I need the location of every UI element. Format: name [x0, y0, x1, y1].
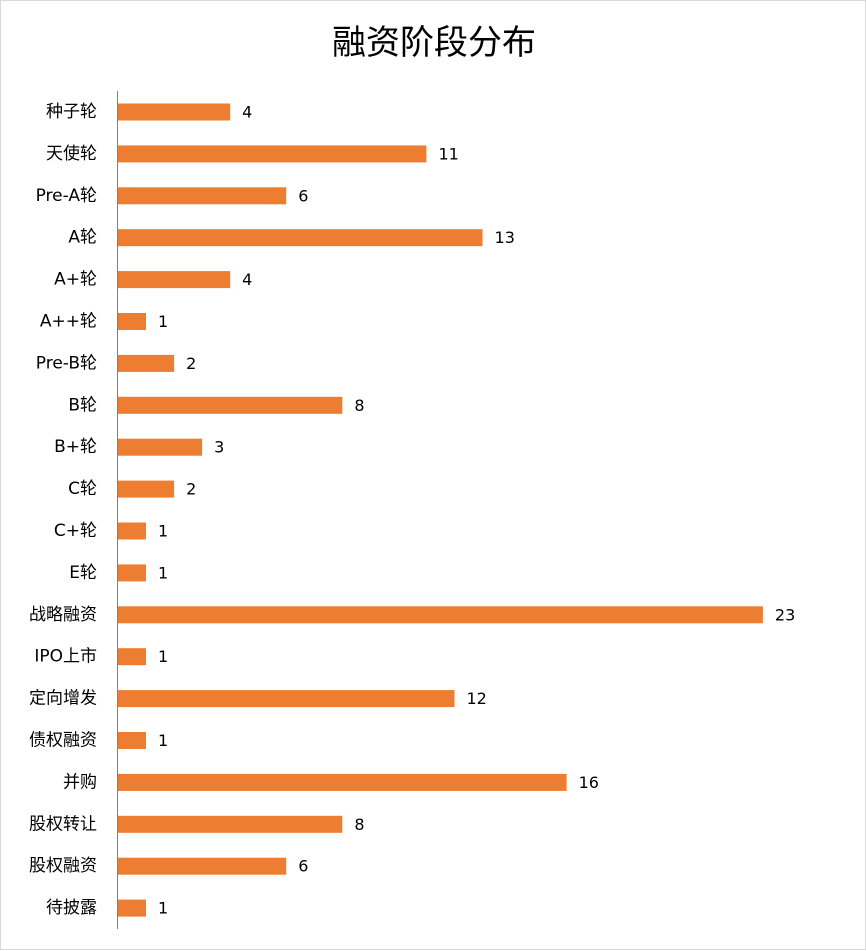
value-label: 3 — [214, 438, 224, 457]
value-label: 2 — [186, 354, 196, 373]
bar — [118, 773, 567, 791]
bar — [118, 522, 146, 540]
value-label: 1 — [158, 647, 168, 666]
value-label: 4 — [242, 270, 252, 289]
category-label: B轮 — [68, 395, 97, 415]
category-label: A轮 — [68, 228, 97, 248]
bar — [118, 145, 427, 163]
value-label: 16 — [579, 773, 599, 792]
chart-title: 融资阶段分布 — [332, 23, 536, 63]
value-label: 12 — [466, 689, 486, 708]
bar — [118, 606, 763, 624]
bar — [118, 396, 343, 414]
category-label: Pre-B轮 — [36, 353, 97, 373]
bar — [118, 815, 343, 833]
value-label: 1 — [158, 563, 168, 582]
category-label: 战略融资 — [29, 605, 97, 625]
category-label: 种子轮 — [46, 102, 97, 122]
category-label: C轮 — [68, 479, 97, 499]
value-label: 13 — [495, 228, 515, 247]
bar — [118, 103, 231, 121]
bar — [118, 187, 287, 205]
value-label: 11 — [438, 144, 458, 163]
category-label: A+轮 — [54, 270, 97, 290]
category-label: 天使轮 — [46, 143, 97, 164]
bar — [118, 564, 146, 582]
category-label: C+轮 — [54, 521, 97, 541]
category-label: B+轮 — [54, 437, 97, 457]
category-label: E轮 — [69, 563, 97, 583]
bar — [118, 857, 287, 875]
value-label: 1 — [158, 899, 168, 918]
category-label: 股权转让 — [29, 814, 97, 834]
value-label: 8 — [354, 815, 364, 834]
bar — [118, 690, 455, 708]
category-label: 定向增发 — [29, 689, 97, 709]
bar — [118, 354, 175, 372]
bar — [118, 480, 175, 498]
value-label: 2 — [186, 480, 196, 499]
category-label: Pre-A轮 — [36, 186, 97, 206]
category-label: IPO上市 — [34, 647, 97, 667]
value-label: 1 — [158, 522, 168, 541]
bar — [118, 313, 146, 330]
bar — [118, 732, 146, 749]
category-label: A++轮 — [40, 312, 97, 332]
bar — [118, 438, 203, 456]
value-label: 8 — [354, 396, 364, 415]
category-label: 股权融资 — [29, 856, 97, 876]
value-label: 23 — [775, 605, 795, 624]
category-label: 并购 — [63, 772, 97, 792]
value-label: 1 — [158, 731, 168, 750]
bar — [118, 648, 146, 666]
value-label: 6 — [298, 186, 308, 205]
value-label: 4 — [242, 103, 252, 122]
value-label: 1 — [158, 312, 168, 331]
category-label: 待披露 — [46, 898, 97, 918]
bar — [118, 229, 483, 247]
bar — [118, 271, 231, 289]
category-label: 债权融资 — [29, 731, 97, 751]
bar — [118, 899, 146, 917]
value-label: 6 — [298, 857, 308, 876]
